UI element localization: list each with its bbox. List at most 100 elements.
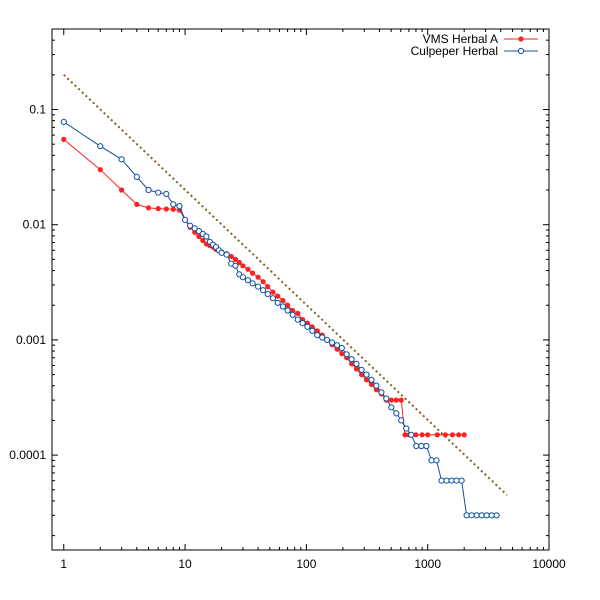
series-0-point (275, 293, 281, 299)
series-1-point (353, 360, 360, 367)
series-0-point (155, 206, 161, 212)
series-0-point (359, 372, 365, 378)
series-0-point (134, 201, 140, 207)
x-tick-label-0: 1 (60, 557, 67, 571)
series-1-point (338, 344, 345, 352)
series-1-point (289, 311, 296, 318)
series-1-point (249, 280, 256, 287)
series-0-point (280, 297, 286, 304)
series-1-point (393, 410, 400, 417)
series-1-point (348, 356, 355, 363)
series-1-point (493, 512, 500, 519)
series-0-point (232, 256, 238, 262)
series-0-point (413, 432, 419, 438)
series-1-point (118, 156, 125, 163)
legend-marker-0 (518, 36, 524, 42)
series-0-point (245, 266, 251, 272)
series-1-point (398, 417, 405, 424)
series-0-point (398, 397, 404, 403)
y-tick-label-2: 0.01 (23, 218, 47, 232)
series-1-point (264, 291, 271, 298)
series-1-point (373, 382, 380, 389)
series-1-point (255, 283, 262, 290)
series-1-point (458, 477, 465, 484)
series-1-point (463, 512, 470, 519)
series-0-point (461, 432, 467, 438)
series-1-point (319, 334, 326, 341)
series-0-point (61, 136, 67, 142)
series-0-point (200, 237, 206, 244)
x-tick-label-3: 1000 (414, 557, 441, 571)
series-0-point (434, 432, 440, 438)
x-tick-label-2: 100 (296, 557, 316, 571)
series-1-point (388, 404, 395, 411)
series-0-point (353, 366, 360, 372)
series-0-point (314, 328, 320, 334)
series-1-point (448, 477, 455, 484)
series-1-point (133, 173, 140, 180)
series-1-point (223, 251, 230, 258)
series-0-point (419, 432, 425, 438)
series-0-point (145, 205, 152, 211)
series-1-point (274, 299, 281, 306)
series-1-point (239, 274, 246, 281)
series-0-point (255, 274, 261, 280)
series-0-point (339, 351, 345, 357)
series-1-point (453, 477, 460, 484)
series-0-point (285, 302, 291, 308)
series-1-point (473, 512, 480, 519)
series-0-point (170, 206, 176, 212)
series-1-point (423, 442, 430, 450)
series-0-point (402, 432, 408, 438)
series-1-point (428, 457, 435, 464)
series-0-point (393, 397, 399, 403)
legend-label-0: VMS Herbal A (423, 32, 498, 46)
series-1-point (378, 389, 385, 396)
series-0-point (442, 432, 448, 438)
series-0-point (260, 279, 266, 285)
series-0-point (456, 432, 462, 438)
series-1-point (488, 512, 495, 519)
x-tick-label-1: 10 (178, 557, 192, 571)
series-1-point (334, 342, 341, 349)
axis-ticks: 1 10 100 1000 10000 0.0001 0.001 0.01 0.1 (9, 28, 566, 571)
series-1-point (478, 512, 485, 519)
series-1-point (155, 189, 162, 196)
series-1-point (203, 233, 210, 240)
series-0-point (119, 187, 125, 193)
series-1-point (191, 225, 198, 232)
series-line-1 (63, 121, 497, 516)
series-line-0 (63, 139, 465, 436)
series-1-point (468, 512, 475, 519)
series-1-point (418, 442, 425, 450)
series-0-point (240, 263, 246, 269)
series-1-point (309, 327, 316, 334)
series-0-point (368, 381, 375, 388)
legend-label-1: Culpeper Herbal (411, 44, 498, 58)
legend: VMS Herbal A Culpeper Herbal (411, 32, 538, 58)
series-1-point (433, 457, 440, 464)
series-1-point (187, 222, 194, 229)
series-1-point (294, 316, 301, 323)
legend-marker-1 (517, 47, 525, 55)
series-line-2 (63, 74, 508, 496)
series-1-point (343, 351, 350, 358)
series-1-point (383, 395, 390, 402)
series-layer (60, 74, 508, 519)
series-1-point (284, 307, 291, 314)
series-1-point (438, 477, 445, 484)
series-0-point (97, 167, 103, 173)
series-0-point (425, 432, 431, 438)
series-0-point (290, 307, 296, 314)
series-1-point (403, 425, 410, 432)
series-1-point (176, 203, 183, 210)
series-1-point (244, 277, 252, 284)
series-0-point (349, 361, 355, 367)
plot-frame (51, 28, 550, 551)
series-0-point (163, 206, 169, 212)
series-1-point (163, 190, 170, 197)
y-tick-label-3: 0.1 (29, 103, 46, 117)
series-1-point (323, 336, 331, 343)
series-1-point (260, 287, 267, 294)
